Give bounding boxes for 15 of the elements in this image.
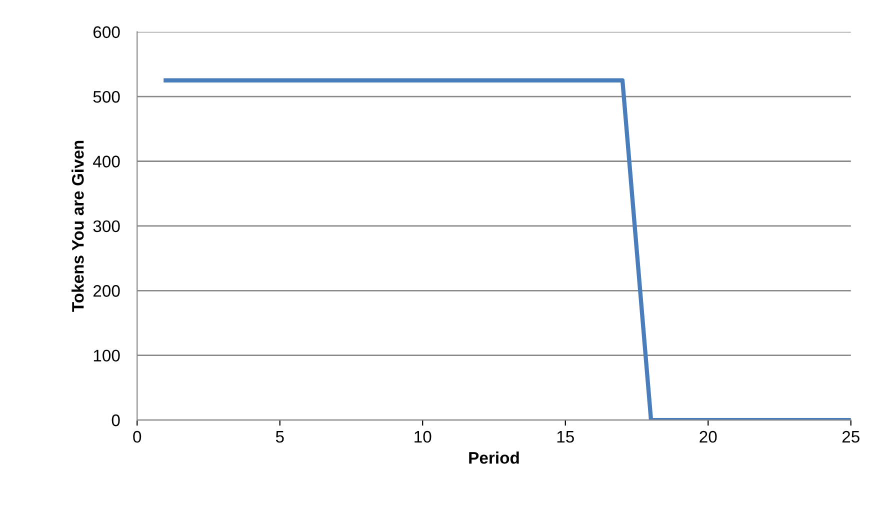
y-tick-label: 300 <box>93 220 120 232</box>
x-axis-title: Period <box>469 452 519 464</box>
x-tick-label: 0 <box>133 430 142 443</box>
x-tick-label: 15 <box>557 431 574 443</box>
x-tick-label: 10 <box>414 430 432 443</box>
x-tick-label: 5 <box>276 431 284 443</box>
x-tick-label: 25 <box>842 430 860 443</box>
x-tick-label: 20 <box>700 430 717 443</box>
y-tick-label: 400 <box>93 156 120 168</box>
y-axis-title: Tokens You are Given <box>72 140 84 312</box>
y-tick-label: 100 <box>94 350 120 362</box>
y-tick-label: 600 <box>94 26 120 38</box>
y-tick-label: 500 <box>93 90 120 103</box>
y-tick-label: 0 <box>112 414 120 426</box>
y-tick-label: 200 <box>93 285 120 297</box>
